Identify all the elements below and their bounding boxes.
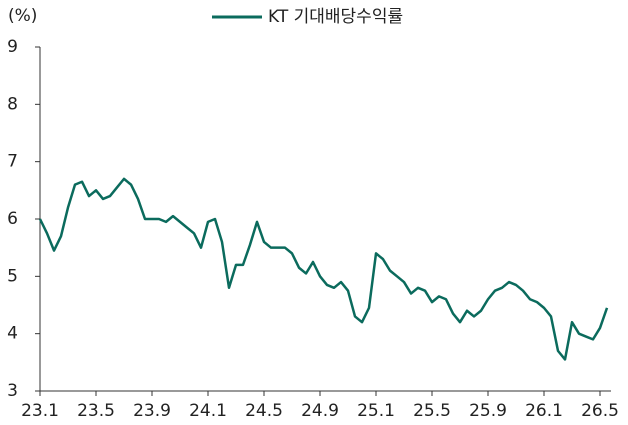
x-tick-label: 25.1 bbox=[357, 401, 395, 421]
x-tick-label: 23.9 bbox=[133, 401, 171, 421]
y-tick-label: 4 bbox=[7, 324, 18, 344]
y-axis-label: (%) bbox=[8, 6, 37, 26]
x-tick-label: 26.1 bbox=[525, 401, 563, 421]
y-tick-label: 5 bbox=[7, 266, 18, 286]
y-tick-label: 8 bbox=[7, 94, 18, 114]
series-line bbox=[38, 177, 609, 361]
legend-label: KT 기대배당수익률 bbox=[268, 7, 403, 27]
y-tick-label: 9 bbox=[7, 37, 18, 57]
x-tick-label: 24.5 bbox=[245, 401, 283, 421]
x-tick-label: 26.5 bbox=[581, 401, 619, 421]
x-tick-label: 24.1 bbox=[189, 401, 227, 421]
x-tick-label: 25.9 bbox=[469, 401, 507, 421]
y-tick-label: 7 bbox=[7, 152, 18, 172]
y-tick-label: 6 bbox=[7, 209, 18, 229]
x-tick-label: 23.5 bbox=[77, 401, 115, 421]
y-tick-label: 3 bbox=[7, 381, 18, 401]
x-tick-label: 24.9 bbox=[301, 401, 339, 421]
x-tick-label: 23.1 bbox=[21, 401, 59, 421]
x-tick-label: 25.5 bbox=[413, 401, 451, 421]
